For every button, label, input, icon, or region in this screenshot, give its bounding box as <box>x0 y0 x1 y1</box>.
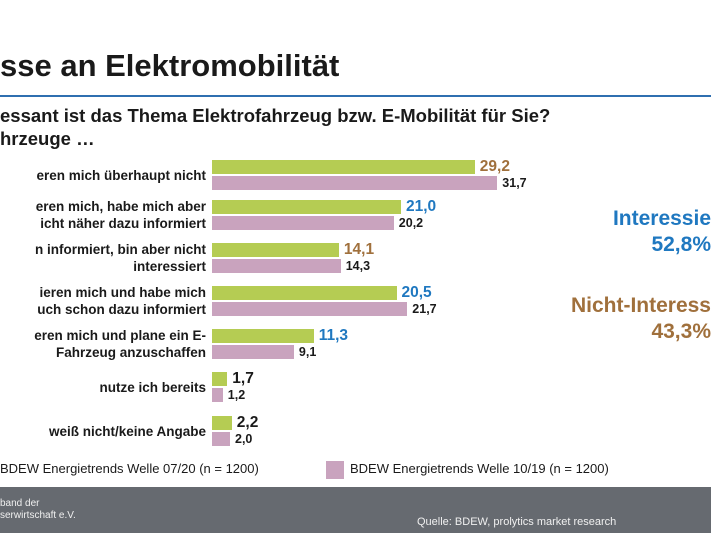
summary-not-interested-label: Nicht-Interess <box>570 294 711 317</box>
category-label-line: icht näher dazu informiert <box>40 216 206 231</box>
category-label-line: interessiert <box>133 259 206 274</box>
summary-not-interested-value: 43,3% <box>651 320 711 343</box>
bar-welle-1019 <box>212 302 408 316</box>
survey-question: essant ist das Thema Elektrofahrzeug bzw… <box>0 104 550 150</box>
question-line-1: essant ist das Thema Elektrofahrzeug bzw… <box>0 105 551 126</box>
category-label: weiß nicht/keine Angabe <box>49 423 206 440</box>
category-label: eren mich und plane ein E- Fahrzeug anzus… <box>34 327 206 361</box>
bar-welle-0720 <box>212 160 475 174</box>
bar-welle-0720 <box>212 372 228 386</box>
bar-welle-1019 <box>212 432 230 446</box>
category-label-line: eren mich, habe mich aber <box>35 199 206 214</box>
value-label-welle-1019: 9,1 <box>298 345 317 359</box>
bar-welle-1019 <box>212 388 223 402</box>
title-rule <box>0 95 711 97</box>
category-label: eren mich, habe mich aber icht näher dazu… <box>36 198 206 232</box>
category-label-line: ieren mich und habe mich <box>39 285 206 300</box>
legend-label-2019: BDEW Energietrends Welle 10/19 (n = 1200… <box>350 461 609 476</box>
value-label-welle-0720: 14,1 <box>343 241 375 258</box>
value-label-welle-1019: 2,0 <box>235 432 253 446</box>
value-label-welle-1019: 31,7 <box>502 176 527 190</box>
bar-welle-0720 <box>212 286 397 300</box>
footer-source: Quelle: BDEW, prolytics market research <box>417 516 617 528</box>
category-label-line: n informiert, bin aber nicht <box>34 242 206 257</box>
category-label: nutze ich bereits <box>99 379 206 396</box>
legend-swatch-2019 <box>326 461 344 479</box>
category-label-line: eren mich und plane ein E- <box>34 328 206 343</box>
summary-interested-label: Interessie <box>612 207 711 230</box>
value-label-welle-0720: 20,5 <box>401 284 432 301</box>
bar-welle-1019 <box>212 216 394 230</box>
question-line-2: hrzeuge … <box>0 128 95 149</box>
bar-welle-1019 <box>212 176 498 190</box>
value-label-welle-1019: 1,2 <box>227 388 246 402</box>
category-label-line: Fahrzeug anzuschaffen <box>55 345 206 360</box>
value-label-welle-1019: 14,3 <box>345 259 371 273</box>
bar-welle-0720 <box>212 243 339 257</box>
bar-welle-0720 <box>212 329 314 343</box>
footer-org-line-1: band der <box>0 498 40 509</box>
summary-not-interested: Nicht-Interess 43,3% <box>571 293 711 345</box>
footer-organization: band der serwirtschaft e.V. <box>0 498 76 522</box>
value-label-welle-0720: 1,7 <box>232 370 254 387</box>
summary-interested: Interessie 52,8% <box>613 206 711 258</box>
value-label-welle-1019: 20,2 <box>398 216 424 230</box>
category-label-line: uch schon dazu informiert <box>37 302 206 317</box>
category-label: ieren mich und habe mich uch schon dazu i… <box>37 284 206 318</box>
footer-bar <box>0 487 711 533</box>
summary-interested-value: 52,8% <box>651 233 711 256</box>
bar-welle-1019 <box>212 345 294 359</box>
category-label-line: eren mich überhaupt nicht <box>36 167 206 183</box>
bar-welle-0720 <box>212 416 232 430</box>
page-title: sse an Elektromobilität <box>0 48 340 83</box>
category-label-line: weiß nicht/keine Angabe <box>48 423 206 439</box>
value-label-welle-0720: 29,2 <box>479 158 510 175</box>
legend-label-2020: BDEW Energietrends Welle 07/20 (n = 1200… <box>0 461 259 476</box>
category-label-line: nutze ich bereits <box>99 379 206 395</box>
bar-welle-1019 <box>212 259 341 273</box>
value-label-welle-0720: 11,3 <box>318 327 348 344</box>
value-label-welle-0720: 2,2 <box>236 414 259 431</box>
value-label-welle-1019: 21,7 <box>412 302 437 316</box>
value-label-welle-0720: 21,0 <box>406 198 437 215</box>
category-label: eren mich überhaupt nicht <box>36 167 206 184</box>
category-label: n informiert, bin aber nicht interessiert <box>35 241 206 275</box>
bar-welle-0720 <box>212 200 401 214</box>
footer-org-line-2: serwirtschaft e.V. <box>0 510 76 521</box>
